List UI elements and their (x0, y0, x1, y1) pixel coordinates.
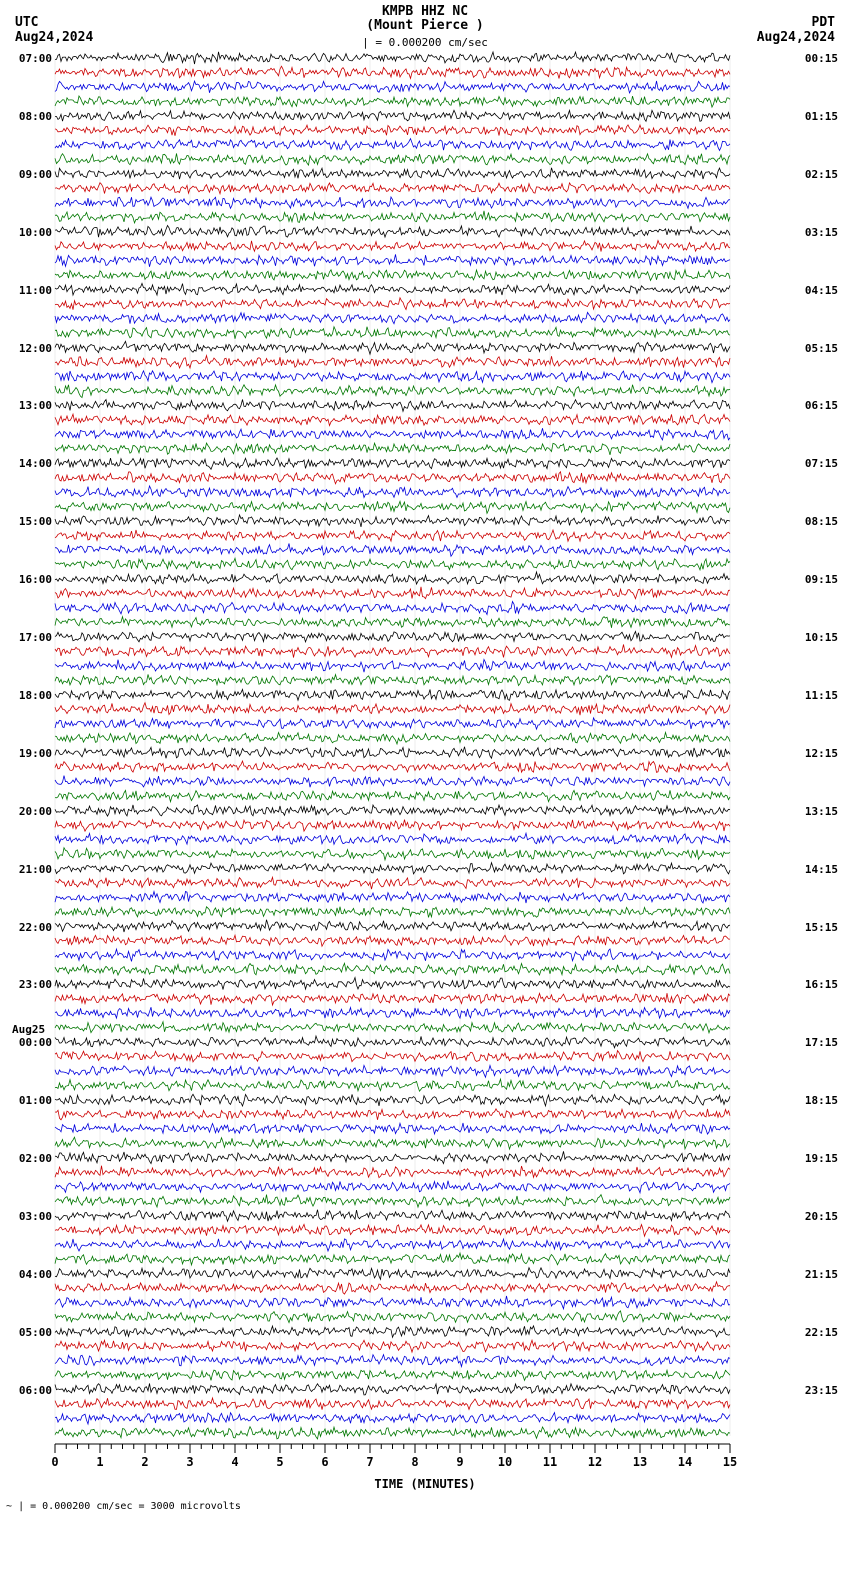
pdt-label: PDT (812, 15, 835, 30)
pdt-hour-label: 16:15 (805, 978, 838, 991)
svg-text:10: 10 (498, 1455, 512, 1469)
pdt-hour-label: 05:15 (805, 342, 838, 355)
svg-text:11: 11 (543, 1455, 557, 1469)
svg-text:5: 5 (276, 1455, 283, 1469)
pdt-hour-label: 18:15 (805, 1094, 838, 1107)
utc-hour-label: 15:00 (12, 515, 52, 528)
utc-hour-label: 09:00 (12, 168, 52, 181)
date-change-label: Aug25 (12, 1023, 45, 1036)
utc-hour-label: 12:00 (12, 342, 52, 355)
utc-hour-label: 01:00 (12, 1094, 52, 1107)
svg-text:13: 13 (633, 1455, 647, 1469)
scale-text: | = 0.000200 cm/sec (0, 36, 850, 49)
svg-text:12: 12 (588, 1455, 602, 1469)
pdt-date: Aug24,2024 (757, 30, 835, 45)
pdt-hour-label: 23:15 (805, 1384, 838, 1397)
footer-text: = 0.000200 cm/sec = 3000 microvolts (30, 1501, 241, 1512)
svg-text:6: 6 (321, 1455, 328, 1469)
pdt-hour-label: 03:15 (805, 226, 838, 239)
svg-text:8: 8 (411, 1455, 418, 1469)
seismogram-plot: 07:00 00:15 08:00 01:15 09:00 02:15 10:00 03:15… (0, 50, 850, 1440)
pdt-hour-label: 01:15 (805, 110, 838, 123)
time-axis: 0123456789101112131415 (0, 1440, 850, 1475)
pdt-hour-label: 09:15 (805, 573, 838, 586)
pdt-hour-label: 06:15 (805, 399, 838, 412)
scale-value: = 0.000200 cm/sec (375, 36, 488, 49)
utc-hour-label: 05:00 (12, 1326, 52, 1339)
utc-hour-label: 04:00 (12, 1268, 52, 1281)
station-code: KMPB HHZ NC (0, 4, 850, 19)
svg-text:1: 1 (96, 1455, 103, 1469)
pdt-hour-label: 15:15 (805, 921, 838, 934)
utc-hour-label: 10:00 (12, 226, 52, 239)
utc-hour-label: 08:00 (12, 110, 52, 123)
utc-hour-label: 02:00 (12, 1152, 52, 1165)
utc-hour-label: 17:00 (12, 631, 52, 644)
pdt-hour-label: 00:15 (805, 52, 838, 65)
pdt-hour-label: 13:15 (805, 805, 838, 818)
pdt-hour-label: 14:15 (805, 863, 838, 876)
station-name: (Mount Pierce ) (0, 18, 850, 33)
pdt-hour-label: 08:15 (805, 515, 838, 528)
utc-hour-label: 06:00 (12, 1384, 52, 1397)
utc-hour-label: 16:00 (12, 573, 52, 586)
svg-text:2: 2 (141, 1455, 148, 1469)
pdt-hour-label: 12:15 (805, 747, 838, 760)
utc-hour-label: 11:00 (12, 284, 52, 297)
pdt-hour-label: 22:15 (805, 1326, 838, 1339)
utc-hour-label: 19:00 (12, 747, 52, 760)
pdt-hour-label: 04:15 (805, 284, 838, 297)
footer-bar-icon: | (18, 1501, 24, 1512)
svg-text:15: 15 (723, 1455, 737, 1469)
header: UTC Aug24,2024 KMPB HHZ NC (Mount Pierce… (0, 0, 850, 50)
svg-text:4: 4 (231, 1455, 238, 1469)
svg-text:14: 14 (678, 1455, 692, 1469)
pdt-hour-label: 21:15 (805, 1268, 838, 1281)
pdt-hour-label: 07:15 (805, 457, 838, 470)
utc-hour-label: 23:00 (12, 978, 52, 991)
axis-label: TIME (MINUTES) (0, 1477, 850, 1491)
footer-prefix: ~ (6, 1501, 12, 1512)
utc-hour-label: 03:00 (12, 1210, 52, 1223)
footer-scale: ~ | = 0.000200 cm/sec = 3000 microvolts (6, 1501, 850, 1512)
svg-text:3: 3 (186, 1455, 193, 1469)
pdt-hour-label: 10:15 (805, 631, 838, 644)
pdt-hour-label: 17:15 (805, 1036, 838, 1049)
pdt-hour-label: 19:15 (805, 1152, 838, 1165)
svg-text:9: 9 (456, 1455, 463, 1469)
utc-hour-label: 13:00 (12, 399, 52, 412)
pdt-hour-label: 11:15 (805, 689, 838, 702)
svg-text:7: 7 (366, 1455, 373, 1469)
utc-hour-label: 21:00 (12, 863, 52, 876)
scale-bar-icon: | (362, 36, 369, 49)
utc-hour-label: 22:00 (12, 921, 52, 934)
pdt-hour-label: 20:15 (805, 1210, 838, 1223)
utc-hour-label: 00:00 (12, 1036, 52, 1049)
utc-hour-label: 18:00 (12, 689, 52, 702)
pdt-hour-label: 02:15 (805, 168, 838, 181)
utc-hour-label: 07:00 (12, 52, 52, 65)
utc-hour-label: 14:00 (12, 457, 52, 470)
svg-text:0: 0 (51, 1455, 58, 1469)
utc-hour-label: 20:00 (12, 805, 52, 818)
